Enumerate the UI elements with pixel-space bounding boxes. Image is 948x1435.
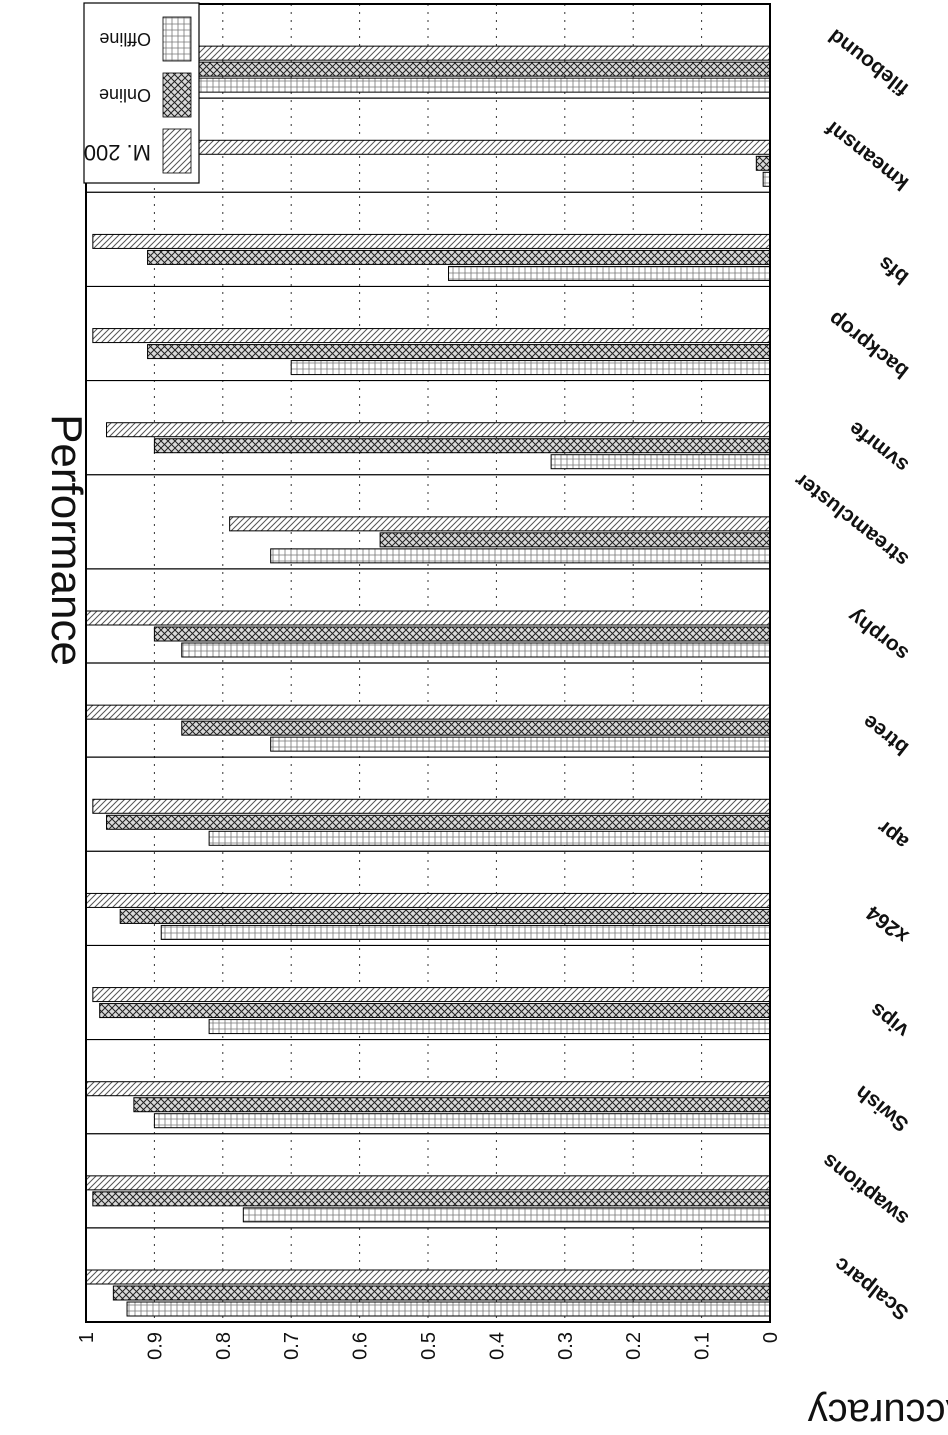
bar bbox=[270, 736, 771, 752]
bar bbox=[126, 1301, 771, 1317]
bar bbox=[106, 814, 771, 830]
bar bbox=[208, 830, 771, 846]
bar bbox=[181, 642, 771, 658]
bar bbox=[85, 610, 771, 626]
plot-area bbox=[85, 3, 771, 1323]
category-label: apr bbox=[873, 815, 913, 853]
bar bbox=[153, 438, 771, 454]
bar bbox=[160, 924, 771, 940]
chart-title: Performance bbox=[42, 414, 91, 666]
legend-swatch-offline bbox=[162, 16, 192, 62]
y-tick-label: 0.6 bbox=[350, 1332, 372, 1360]
bar bbox=[92, 987, 771, 1003]
legend-label-m200: M. 200 bbox=[84, 140, 151, 165]
y-tick-label: 0.1 bbox=[692, 1332, 714, 1360]
bar bbox=[106, 422, 771, 438]
y-tick-label: 0.4 bbox=[486, 1332, 508, 1360]
category-label: filebound bbox=[824, 24, 913, 100]
bar bbox=[92, 328, 771, 344]
bar bbox=[755, 155, 771, 171]
bar bbox=[290, 360, 771, 376]
bar bbox=[208, 1019, 771, 1035]
category-label: vips bbox=[866, 998, 913, 1042]
category-labels: Scalparc swaptions Swish vips x264 apr btree so… bbox=[790, 24, 913, 1324]
category-label: btree bbox=[858, 710, 913, 760]
category-label: x264 bbox=[862, 901, 913, 948]
category-label: swaptions bbox=[818, 1149, 913, 1230]
bar bbox=[85, 1175, 771, 1191]
bar bbox=[181, 720, 771, 736]
gridlines bbox=[86, 4, 770, 1322]
legend-label-online: Online bbox=[99, 85, 151, 105]
bar bbox=[270, 548, 771, 564]
bar bbox=[153, 1113, 771, 1129]
bar bbox=[92, 1191, 771, 1207]
category-label: Swish bbox=[851, 1081, 913, 1136]
bars bbox=[85, 45, 771, 1317]
bar bbox=[119, 908, 771, 924]
bar bbox=[147, 344, 771, 360]
y-tick-label: 0.7 bbox=[281, 1332, 303, 1360]
y-tick-label: 0.9 bbox=[144, 1332, 166, 1360]
bar bbox=[85, 1081, 771, 1097]
bar bbox=[242, 1207, 771, 1223]
tick-labels: 0 0.1 0.2 0.3 0.4 0.5 0.6 0.7 0.8 0.9 1 bbox=[76, 1332, 782, 1360]
category-label: streamcluster bbox=[790, 468, 913, 571]
y-tick-label: 0.8 bbox=[213, 1332, 235, 1360]
legend-label-offline: Offline bbox=[99, 29, 151, 49]
category-label: kmeansnf bbox=[821, 116, 913, 195]
bar bbox=[85, 704, 771, 720]
bar bbox=[147, 249, 771, 265]
category-label: backprop bbox=[824, 307, 913, 383]
bar bbox=[153, 77, 771, 93]
bar bbox=[112, 1285, 771, 1301]
y-tick-label: 0.3 bbox=[555, 1332, 577, 1360]
y-axis-label: Accuracy bbox=[808, 1391, 948, 1435]
y-tick-label: 0.2 bbox=[623, 1332, 645, 1360]
bar bbox=[448, 265, 771, 281]
legend-swatch-online bbox=[162, 72, 192, 118]
bar bbox=[85, 892, 771, 908]
legend-swatch-m200 bbox=[162, 128, 192, 174]
bar bbox=[92, 233, 771, 249]
bar bbox=[762, 171, 771, 187]
category-label: Scalparc bbox=[830, 1252, 913, 1324]
bar bbox=[550, 454, 771, 470]
category-label: svmrfe bbox=[845, 417, 913, 478]
y-tick-label: 1 bbox=[76, 1332, 98, 1343]
bar bbox=[99, 1003, 771, 1019]
bar bbox=[153, 626, 771, 642]
bar bbox=[133, 61, 771, 77]
bar bbox=[92, 798, 771, 814]
bar bbox=[133, 1097, 771, 1113]
bar bbox=[229, 516, 771, 532]
bar bbox=[119, 139, 771, 155]
bar bbox=[379, 532, 771, 548]
category-label: bfs bbox=[874, 251, 913, 289]
bar bbox=[85, 1269, 771, 1285]
category-label: sorphy bbox=[843, 604, 913, 665]
y-tick-label: 0.5 bbox=[418, 1332, 440, 1360]
legend: M. 200 Online Offline bbox=[83, 2, 200, 184]
y-tick-label: 0 bbox=[760, 1332, 782, 1343]
